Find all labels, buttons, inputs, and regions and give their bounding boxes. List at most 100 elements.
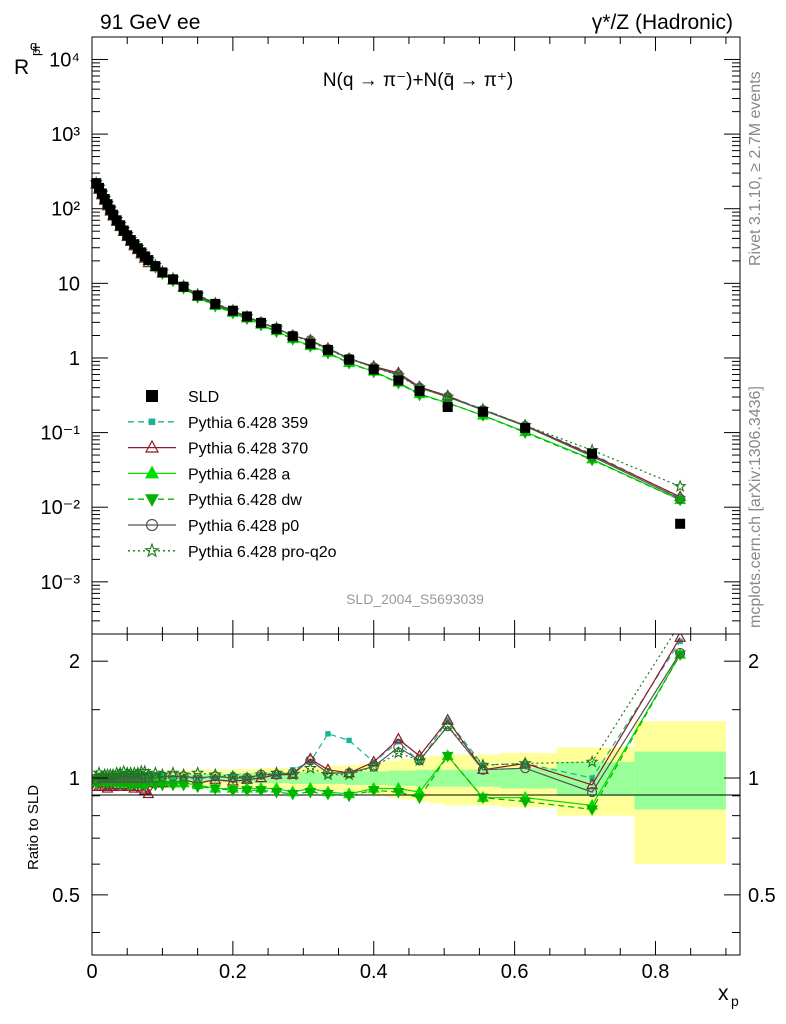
ratio-y-tick-label: 0.5: [52, 885, 80, 907]
data-point: [227, 305, 238, 316]
ratio-point: [149, 780, 162, 792]
ratio-band-inner: [317, 772, 332, 785]
ratio-frame: [91, 633, 741, 956]
main-ylabel-sub: pi: [28, 46, 43, 56]
ratio-point: [192, 772, 203, 784]
ratio-band-inner: [218, 773, 233, 783]
ratio-point: [441, 713, 454, 725]
ratio-band-inner: [401, 770, 416, 786]
ratio-bands: [92, 721, 726, 865]
data-point: [305, 338, 316, 349]
ratio-point: [367, 755, 380, 767]
legend-marker: [144, 439, 160, 453]
legend-label: Pythia 6.428 359: [188, 415, 308, 432]
x-axis-label-sub: p: [731, 993, 739, 1009]
ratio-point: [209, 784, 222, 795]
ratio-point: [286, 789, 299, 801]
ratio-point: [134, 764, 148, 778]
legend-marker: [144, 542, 160, 558]
ratio-point: [585, 755, 599, 768]
main-ylabel-main: R: [14, 56, 29, 79]
ratio-band-inner: [387, 770, 402, 786]
title-left: 91 GeV ee: [100, 11, 200, 34]
ratio-band-inner: [261, 773, 276, 784]
data-point: [477, 406, 488, 417]
data-point: [105, 204, 116, 215]
data-point: [96, 188, 107, 199]
ratio-point: [413, 793, 426, 805]
ratio-point: [586, 786, 598, 798]
ratio-point: [255, 786, 267, 797]
main-series: [89, 175, 687, 529]
series-sld: [91, 178, 686, 529]
ratio-y-tick-label-right: 1: [748, 768, 759, 790]
legend-label: Pythia 6.428 a: [188, 466, 290, 483]
x-tick-label: 0.4: [360, 961, 388, 983]
ratio-point: [254, 767, 268, 781]
data-point: [143, 255, 154, 266]
ratio-point: [210, 771, 221, 782]
data-point: [673, 479, 687, 493]
legend-marker: [145, 494, 159, 507]
data-point: [108, 209, 119, 220]
data-point: [587, 448, 598, 459]
ratio-point: [167, 771, 179, 782]
legend-item: Pythia 6.428 pro-q2o: [128, 542, 337, 561]
ratio-point: [520, 763, 531, 774]
ratio-point: [227, 772, 238, 784]
x-tick-label: 0: [86, 961, 97, 983]
legend-label: Pythia 6.428 pro-q2o: [188, 544, 337, 561]
data-point: [241, 311, 252, 322]
legend-item: Pythia 6.428 dw: [128, 492, 302, 509]
legend-item: Pythia 6.428 p0: [128, 518, 299, 535]
ratio-point: [269, 766, 284, 779]
ratio-point: [367, 786, 380, 797]
main-y-tick-label: 10⁴: [49, 49, 80, 71]
legend-item: Pythia 6.428 a: [128, 465, 290, 483]
data-point: [150, 261, 161, 272]
ratio-point: [367, 759, 381, 773]
main-y-tick-label: 10⁻¹: [41, 423, 81, 445]
data-point: [168, 274, 178, 285]
ratio-point: [674, 634, 687, 642]
ratio-band-inner: [331, 772, 346, 785]
ratio-point: [416, 759, 423, 765]
data-point: [115, 220, 126, 231]
ratio-band-inner: [500, 768, 557, 789]
data-point: [271, 323, 282, 334]
main-y-tick-label: 10: [58, 273, 80, 295]
legend-marker: [145, 518, 159, 532]
legend-item: SLD: [146, 389, 219, 406]
ratio-point: [395, 739, 402, 745]
ratio-y-tick-label-right: 0.5: [748, 885, 776, 907]
legend-label: Pythia 6.428 p0: [188, 518, 299, 535]
data-point: [287, 331, 298, 342]
main-y-tick-label: 10⁻²: [41, 497, 81, 519]
ratio-point: [129, 772, 140, 784]
legend-label: Pythia 6.428 dw: [188, 492, 302, 509]
ratio-y-tick-label-right: 2: [748, 651, 759, 673]
data-point: [442, 402, 453, 413]
ratio-band-inner: [275, 773, 290, 784]
ratio-series: [92, 634, 687, 816]
ratio-point: [142, 787, 155, 799]
ratio-point: [155, 767, 170, 781]
ratio-band-inner: [465, 769, 501, 787]
analysis-id: SLD_2004_S5693039: [346, 591, 484, 607]
main-panel: 10⁻³ 10⁻² 10⁻¹ 1 10 10² 10³ 10⁴ N(q → π⁻)+N(q̄ …: [14, 36, 741, 635]
ratio-point: [518, 756, 532, 770]
data-point: [368, 364, 379, 375]
ratio-point: [156, 780, 169, 792]
ratio-point: [519, 756, 532, 768]
ratio-ylabel: Ratio to SLD: [25, 785, 42, 870]
x-tick-label: 0.2: [219, 961, 247, 983]
data-point: [94, 182, 105, 193]
ratio-point: [343, 791, 355, 803]
x-axis-label-main: x: [718, 982, 729, 1005]
data-point: [99, 193, 110, 204]
ratio-point: [589, 775, 595, 781]
ratio-y-tick-label: 2: [69, 651, 80, 673]
ratio-point: [125, 772, 136, 784]
ratio-band-inner: [246, 773, 262, 784]
data-point: [192, 290, 203, 301]
